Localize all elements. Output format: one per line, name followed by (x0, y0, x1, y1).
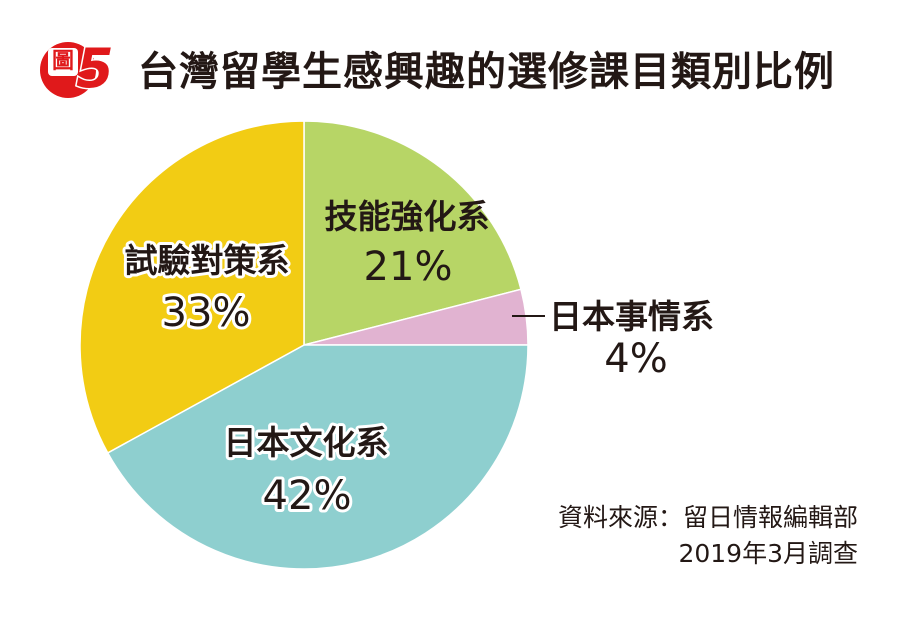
badge-number: 5 (75, 36, 116, 102)
source-line-1: 資料來源：留日情報編輯部 (557, 503, 858, 532)
slice-label-exam-prep: 試驗對策系 (125, 241, 290, 280)
figure-number-badge: 圖 5 (40, 36, 120, 104)
chart-title: 台灣留學生感興趣的選修課目類別比例 (138, 49, 835, 95)
figure-header: 圖 5 台灣留學生感興趣的選修課目類別比例 (40, 36, 900, 108)
source-note: 資料來源：留日情報編輯部 2019年3月調查 (478, 500, 858, 572)
slice-value-japan-culture: 42% (263, 473, 352, 519)
slice-value-skills: 21% (364, 244, 453, 290)
slice-label-skills: 技能強化系 (325, 197, 490, 236)
slice-value-exam-prep: 33% (162, 290, 251, 336)
slice-label-japan-affairs: 日本事情系 (549, 297, 714, 336)
source-line-2: 2019年3月調查 (678, 539, 858, 568)
slice-value-japan-affairs: 4% (604, 336, 667, 382)
pie-slice-skills (303, 120, 522, 346)
slice-label-japan-culture: 日本文化系 (224, 423, 389, 462)
badge-word: 圖 (48, 48, 78, 76)
pie-slices (79, 120, 529, 570)
pie-slice-japan-culture (106, 344, 529, 570)
pie-slice-exam-prep (79, 120, 305, 454)
